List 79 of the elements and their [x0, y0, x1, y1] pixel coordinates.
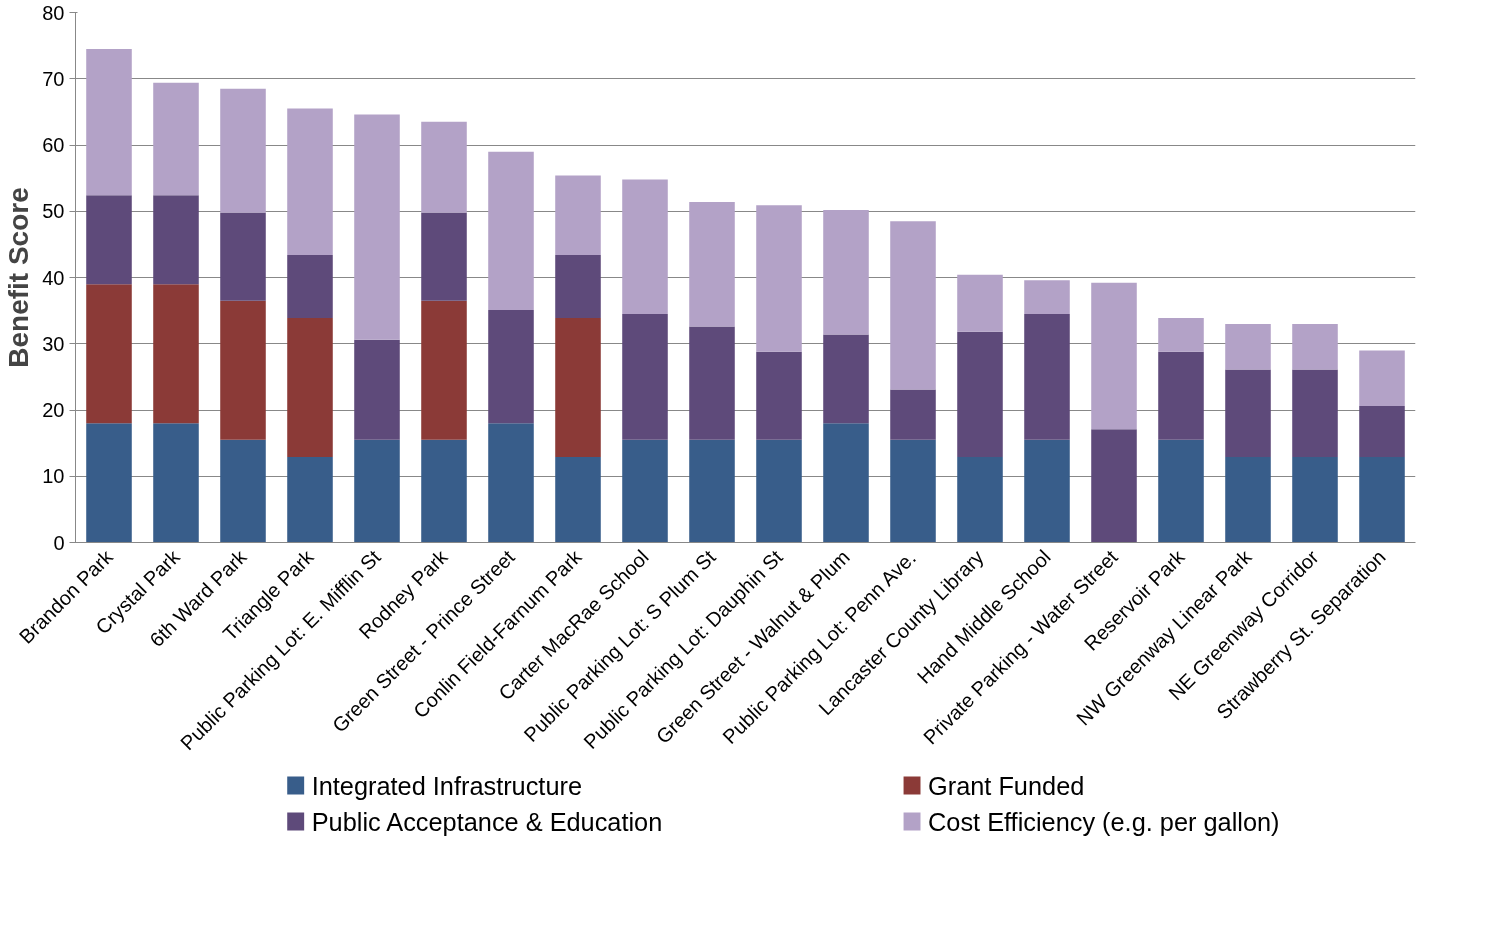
- bar: [421, 212, 467, 301]
- y-tick-label: 70: [42, 67, 65, 90]
- bar: [421, 300, 467, 440]
- y-tick-label: 20: [42, 399, 65, 421]
- y-tick-label: 10: [42, 465, 65, 488]
- bar: [421, 121, 467, 213]
- bar: [1091, 429, 1137, 543]
- bar: [756, 439, 802, 543]
- legend-label: Grant Funded: [928, 771, 1085, 800]
- bar: [153, 284, 199, 424]
- bar: [86, 423, 132, 543]
- bar: [86, 284, 132, 424]
- legend-label: Public Acceptance & Education: [311, 807, 663, 836]
- y-axis-title: Benefit Score: [3, 187, 35, 368]
- bar: [153, 82, 199, 196]
- bar: [823, 334, 869, 424]
- bar: [689, 326, 735, 440]
- bar: [287, 254, 333, 318]
- bar: [488, 151, 534, 310]
- bar: [957, 457, 1003, 543]
- bar: [890, 439, 936, 543]
- bar: [555, 175, 601, 255]
- bar: [220, 439, 266, 543]
- bar: [1158, 351, 1204, 440]
- y-tick-label: 40: [42, 266, 65, 289]
- bar: [1158, 439, 1204, 543]
- bar: [220, 300, 266, 440]
- legend-label: Cost Efficiency (e.g. per gallon): [928, 807, 1280, 836]
- bar: [287, 457, 333, 543]
- bar: [354, 439, 400, 543]
- bar: [1225, 369, 1271, 458]
- y-tick-label: 80: [42, 1, 65, 24]
- y-tick-label: 60: [42, 134, 65, 156]
- bar: [622, 179, 668, 314]
- bar: [756, 205, 802, 352]
- bar: [220, 88, 266, 213]
- legend-label: Integrated Infrastructure: [311, 771, 582, 800]
- bar: [1225, 457, 1271, 543]
- bar: [354, 114, 400, 340]
- bar: [1359, 350, 1405, 407]
- bar: [823, 209, 869, 335]
- bar: [153, 423, 199, 543]
- bar: [488, 309, 534, 424]
- bar: [890, 221, 936, 390]
- bar: [86, 48, 132, 196]
- bar: [957, 274, 1003, 332]
- bar: [1359, 457, 1405, 543]
- bar: [1292, 369, 1338, 458]
- bar: [220, 212, 266, 301]
- bar: [1024, 280, 1070, 314]
- bar: [421, 439, 467, 543]
- bar: [756, 351, 802, 440]
- bar: [1024, 439, 1070, 543]
- bar: [1292, 323, 1338, 370]
- bar: [957, 331, 1003, 458]
- y-tick-label: 30: [42, 332, 65, 355]
- bar: [689, 201, 735, 327]
- y-tick-label: 0: [53, 531, 65, 554]
- y-tick-label: 50: [42, 200, 65, 223]
- bar: [1359, 406, 1405, 458]
- bar: [1091, 282, 1137, 430]
- bar: [622, 439, 668, 543]
- bar: [354, 339, 400, 440]
- bar: [287, 317, 333, 458]
- bar: [1225, 323, 1271, 370]
- bar: [555, 457, 601, 543]
- bar: [689, 439, 735, 543]
- bar: [488, 423, 534, 543]
- bar: [153, 195, 199, 285]
- bar: [1158, 317, 1204, 352]
- bar: [287, 108, 333, 255]
- bar: [890, 389, 936, 440]
- bar: [86, 195, 132, 285]
- bar: [823, 423, 869, 543]
- bar: [1024, 313, 1070, 440]
- bar: [622, 313, 668, 440]
- bar: [555, 254, 601, 318]
- bar: [1292, 457, 1338, 543]
- bar: [555, 317, 601, 458]
